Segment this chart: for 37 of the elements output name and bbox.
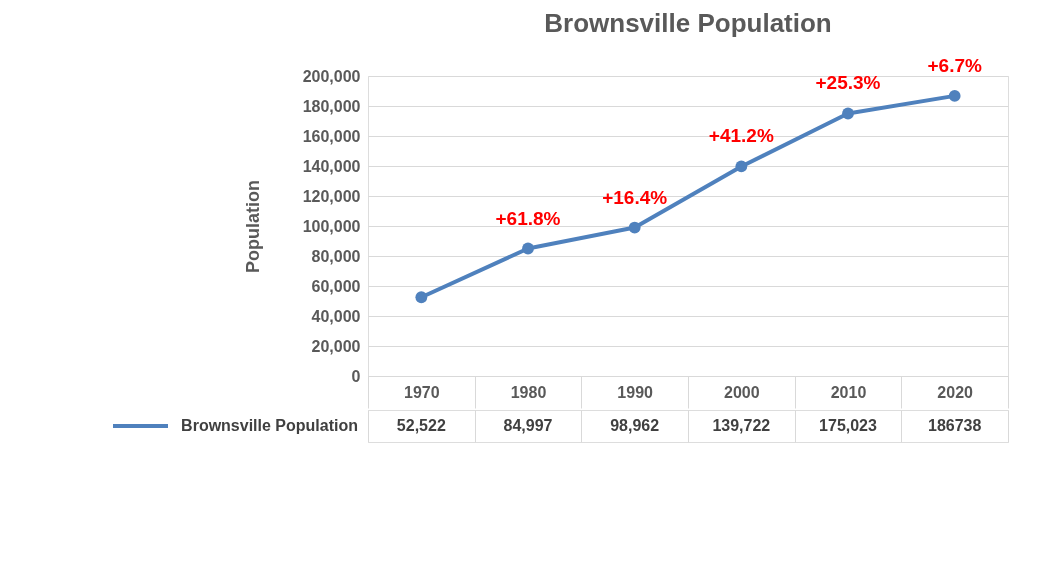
point <box>415 291 428 304</box>
data-label: 175,023 <box>819 417 878 434</box>
x-tick-label: 1980 <box>510 383 547 401</box>
annotation: +16.4% <box>602 186 668 208</box>
annotation: +25.3% <box>815 72 881 94</box>
x-tick-label: 1990 <box>617 383 654 401</box>
annotation: +61.8% <box>495 207 561 229</box>
point <box>842 107 854 120</box>
data-label: 84,997 <box>503 417 553 434</box>
y-tick-label: 140,000 <box>302 157 361 175</box>
y-tick-label: 120,000 <box>302 187 361 205</box>
y-tick-label: 80,000 <box>311 247 361 265</box>
data-label: 98,962 <box>610 417 660 434</box>
x-tick-label: 1970 <box>404 383 440 401</box>
x-tick-label: 2010 <box>830 383 867 401</box>
y-axis-title: Population <box>242 180 263 273</box>
y-tick-label: 180,000 <box>302 97 361 115</box>
y-tick-label: 20,000 <box>311 337 361 355</box>
y-tick-label: 100,000 <box>302 217 361 235</box>
point <box>628 221 641 234</box>
data-label: 186738 <box>927 417 982 434</box>
y-tick-label: 40,000 <box>311 307 361 325</box>
data-label: 139,722 <box>712 417 771 434</box>
y-tick-label: 60,000 <box>311 277 361 295</box>
y-tick-label: 0 <box>351 367 361 385</box>
legend-label: Brownsville Population <box>181 417 358 434</box>
x-tick-label: 2000 <box>724 383 760 401</box>
data-label: 52,522 <box>396 417 446 434</box>
point <box>735 160 748 173</box>
x-tick-label: 2020 <box>937 383 974 401</box>
y-tick-label: 160,000 <box>302 127 361 145</box>
annotation: +41.2% <box>708 125 774 147</box>
point <box>948 89 961 102</box>
chart-title: Brownsville Population <box>544 7 832 38</box>
y-tick-label: 200,000 <box>302 67 361 85</box>
annotation: +6.7% <box>927 54 982 76</box>
point <box>522 242 534 255</box>
